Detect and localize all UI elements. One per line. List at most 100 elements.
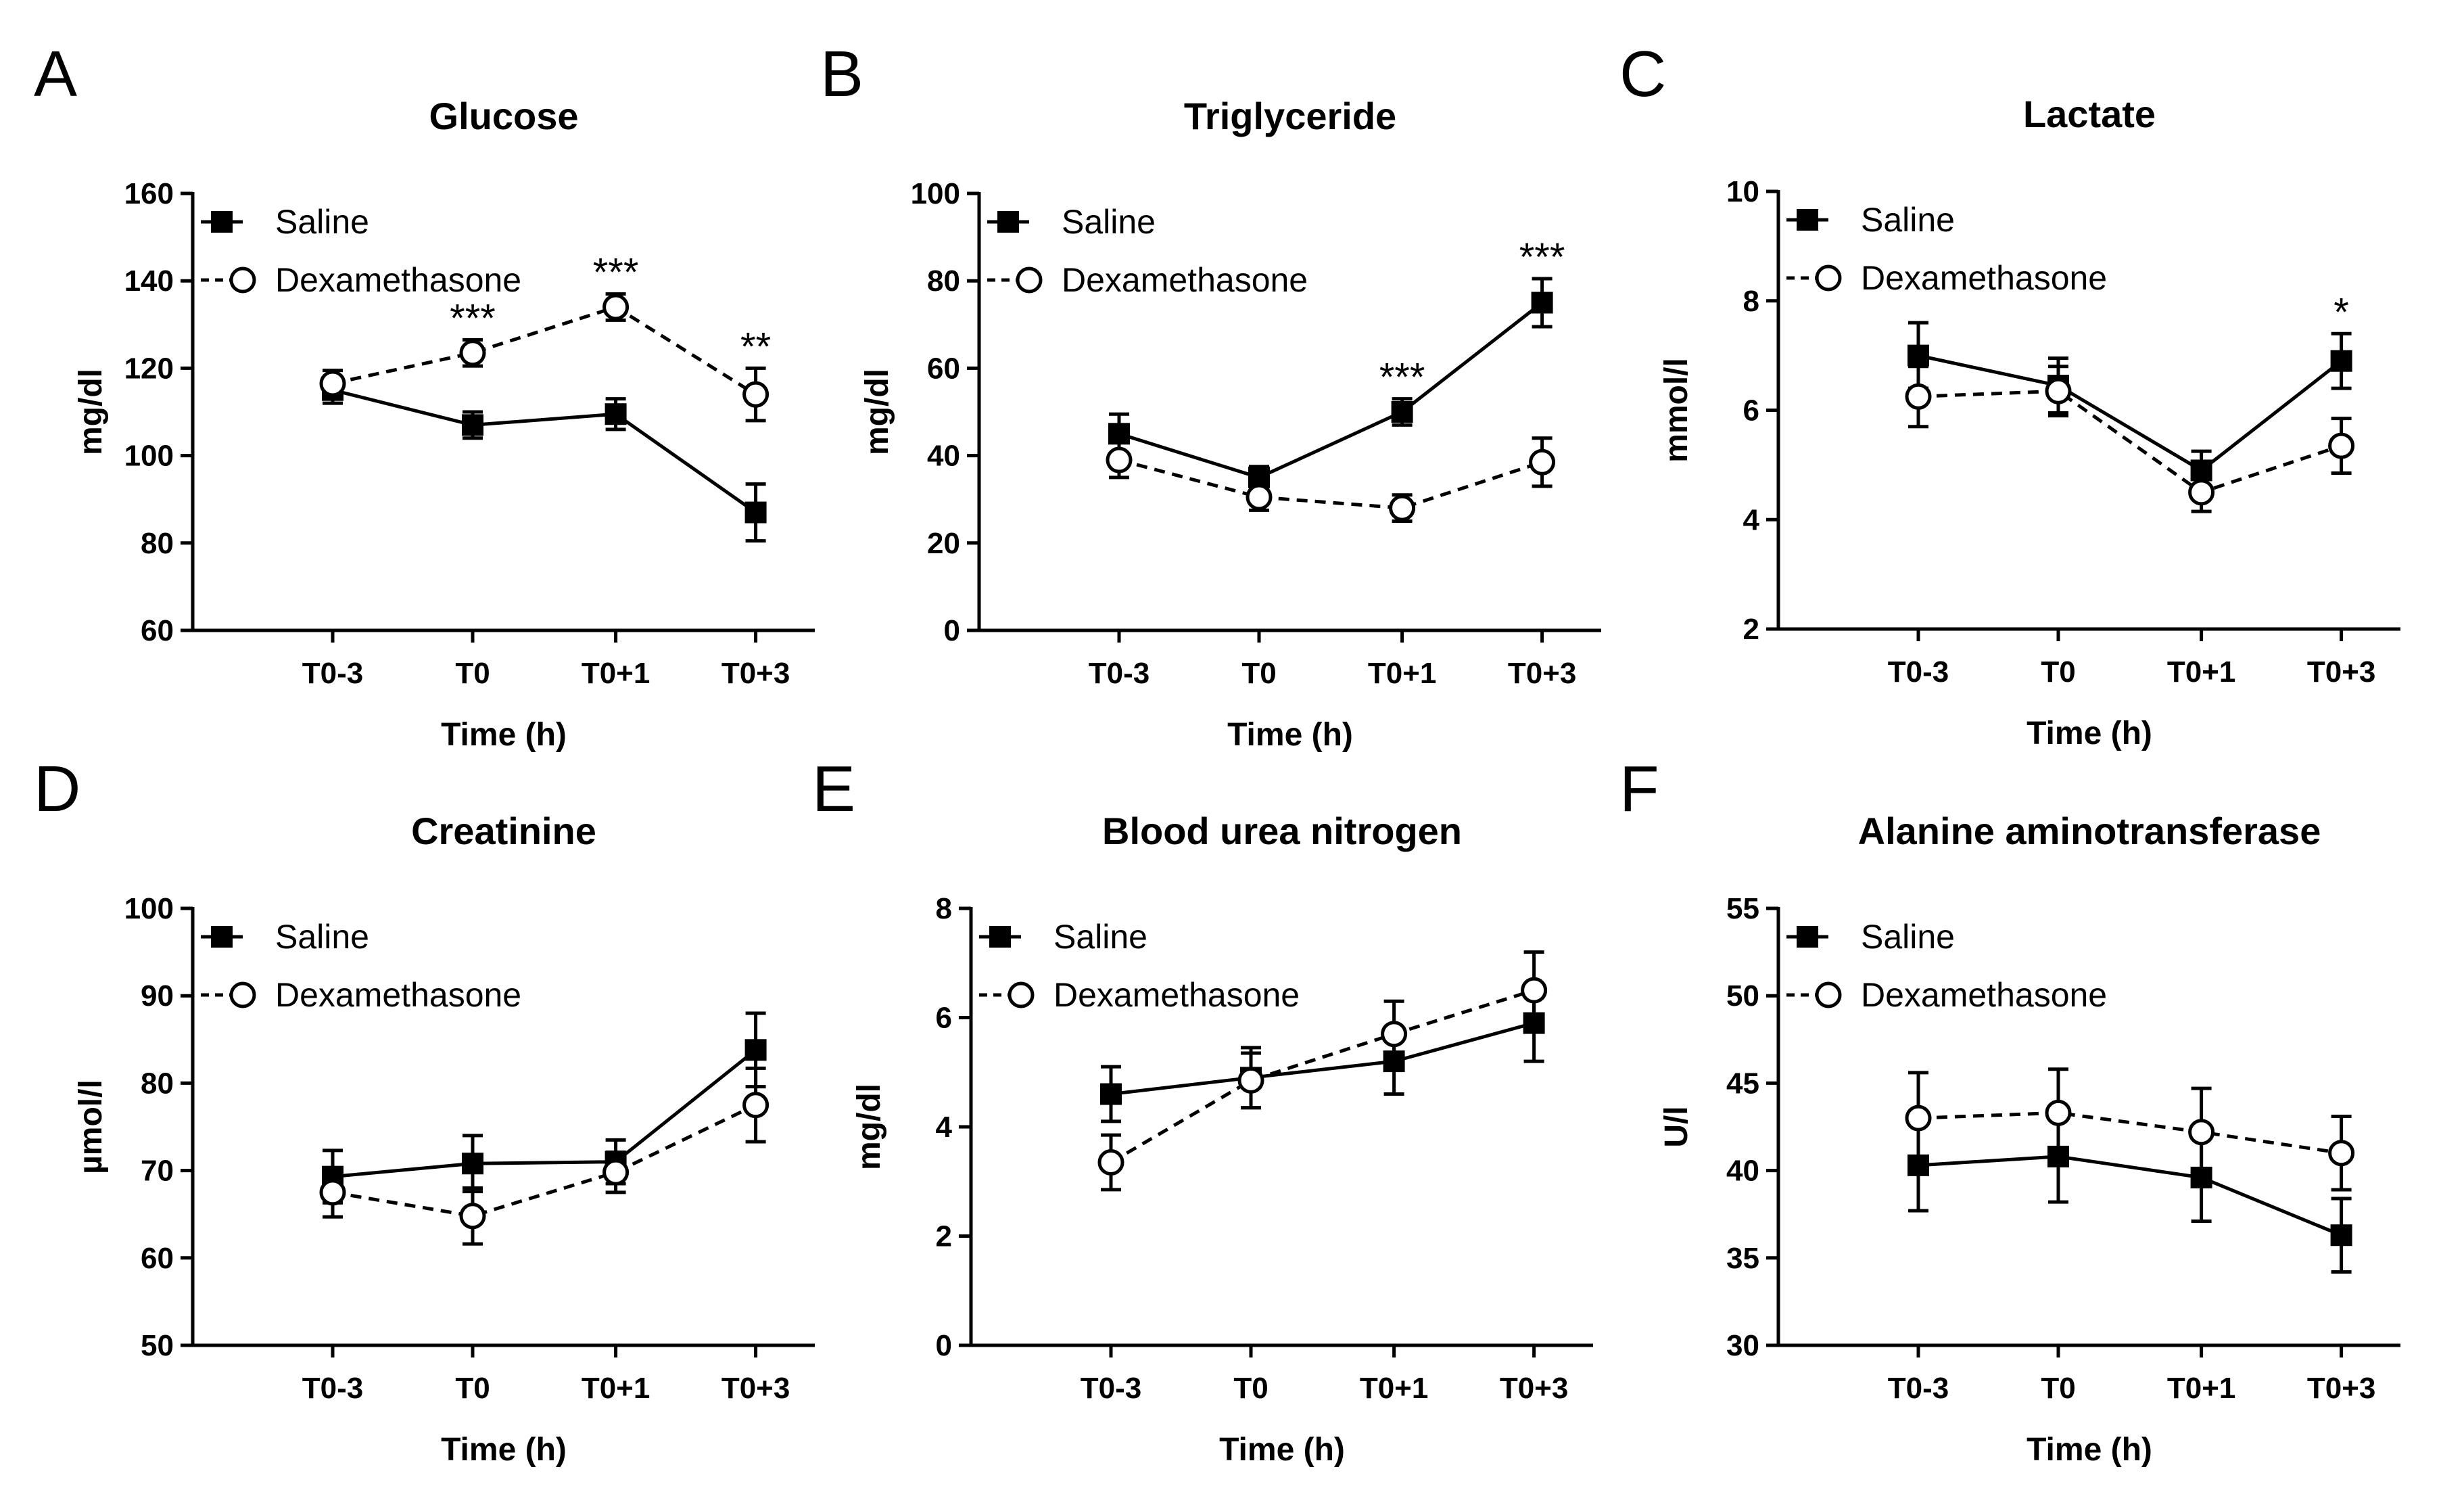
y-axis-label: mmol/l [1659, 358, 1695, 463]
series-line [1110, 1021, 1535, 1096]
x-axis-label: Time (h) [1227, 717, 1353, 753]
series-saline [1108, 277, 1553, 490]
y-axis-label: U/l [1659, 1106, 1695, 1147]
legend-marker-saline [997, 211, 1019, 233]
data-point [742, 1092, 769, 1119]
legend-label-saline: Saline [275, 918, 369, 956]
data-point [2330, 1224, 2352, 1247]
y-tick-label: 6 [1743, 394, 1759, 427]
x-tick-label: T0+3 [1508, 657, 1577, 690]
data-point [1097, 1148, 1124, 1176]
data-point [1237, 1067, 1264, 1094]
x-tick-label: T0+1 [2167, 655, 2236, 689]
data-point [2045, 377, 2072, 404]
legend-label-saline: Saline [1062, 203, 1156, 241]
y-tick-label: 50 [141, 1329, 174, 1362]
y-tick-label: 100 [911, 177, 960, 210]
data-point [1905, 383, 1932, 410]
x-tick-label: T0 [455, 1372, 490, 1405]
data-point [2045, 1099, 2072, 1126]
series-line [1118, 458, 1543, 510]
legend-label-dexamethasone: Dexamethasone [1053, 976, 1300, 1014]
legend-marker-dexamethasone [1815, 981, 1842, 1008]
panel-letter: C [1619, 38, 1666, 110]
y-tick-label: 90 [141, 979, 174, 1013]
y-tick-label: 80 [927, 264, 960, 298]
panel-letter: B [820, 38, 863, 110]
significance-marker: *** [1519, 235, 1565, 279]
y-tick-label: 20 [927, 527, 960, 560]
data-point [744, 501, 767, 524]
legend-label-saline: Saline [1861, 201, 1955, 239]
data-point [459, 1203, 486, 1230]
data-point [602, 1159, 630, 1186]
panel-letter: F [1619, 753, 1659, 825]
chart-title: Lactate [2023, 93, 2156, 135]
y-tick-label: 40 [927, 440, 960, 473]
series-saline [1908, 1109, 2352, 1274]
data-point [602, 294, 630, 321]
chart-title: Creatinine [411, 810, 596, 852]
data-point [1531, 292, 1553, 314]
significance-marker: *** [450, 296, 496, 340]
legend: Saline Dexamethasone [201, 918, 521, 1014]
x-tick-label: T0 [2041, 1372, 2075, 1405]
legend-marker-dexamethasone [229, 981, 256, 1008]
y-axis-label: mg/dl [851, 1084, 887, 1170]
series-line [332, 1048, 757, 1179]
series-saline [322, 1011, 767, 1205]
series-line [1110, 988, 1535, 1164]
series-line [1918, 1111, 2342, 1155]
legend: Saline Dexamethasone [979, 918, 1300, 1014]
series-dexamethasone [319, 292, 769, 423]
x-tick-label: T0+3 [1500, 1372, 1569, 1405]
y-tick-label: 60 [141, 1242, 174, 1275]
x-tick-label: T0+1 [1368, 657, 1437, 690]
y-tick-label: 0 [936, 1329, 952, 1362]
data-point [1529, 448, 1556, 475]
panel-d: D Creatinine 50 60 70 80 90 100 T0-3 T0 T0+1 T0+3 Ti… [34, 753, 815, 1468]
panel-a: A Glucose 60 80 100 120 140 160 T0-3 T0 T0+1 T0+3 Ti… [34, 38, 815, 753]
significance-marker: * [2333, 290, 2349, 334]
significance-marker: *** [593, 251, 639, 295]
legend-marker-saline [1797, 209, 1818, 231]
data-point [1905, 1105, 1932, 1132]
legend: Saline Dexamethasone [987, 203, 1308, 299]
data-point [1246, 484, 1273, 511]
series-saline [322, 375, 767, 543]
y-tick-label: 0 [944, 614, 960, 647]
data-point [605, 403, 627, 425]
y-tick-label: 45 [1726, 1067, 1759, 1100]
series-line [1918, 354, 2343, 473]
y-tick-label: 80 [141, 527, 174, 560]
legend-label-dexamethasone: Dexamethasone [1062, 261, 1308, 299]
legend-label-saline: Saline [275, 203, 369, 241]
legend-marker-dexamethasone [1016, 266, 1043, 294]
x-tick-label: T0-3 [1081, 1372, 1141, 1405]
series-line [332, 388, 757, 514]
x-tick-label: T0-3 [1089, 657, 1150, 690]
series-line [1918, 389, 2342, 494]
series-line [1118, 301, 1544, 480]
significance-marker: ** [740, 325, 771, 369]
x-tick-label: T0+3 [2307, 655, 2376, 689]
x-tick-label: T0+3 [721, 657, 790, 690]
series-dexamethasone [1097, 950, 1548, 1192]
data-point [2188, 1119, 2215, 1146]
x-tick-label: T0 [455, 657, 490, 690]
y-tick-label: 8 [936, 892, 952, 925]
x-tick-label: T0+3 [721, 1372, 790, 1405]
legend-label-dexamethasone: Dexamethasone [1861, 259, 2107, 297]
x-tick-label: T0+1 [582, 1372, 650, 1405]
legend-marker-dexamethasone [1008, 981, 1035, 1008]
y-tick-label: 6 [936, 1002, 952, 1035]
y-axis-label: mg/dl [859, 369, 895, 455]
chart-title: Alanine aminotransferase [1858, 810, 2321, 852]
panel-letter: D [34, 753, 80, 825]
x-axis-label: Time (h) [2027, 1432, 2152, 1468]
y-tick-label: 2 [936, 1220, 952, 1253]
x-axis-label: Time (h) [1219, 1432, 1345, 1468]
series-dexamethasone [1106, 436, 1556, 523]
legend: Saline Dexamethasone [1786, 201, 2107, 297]
